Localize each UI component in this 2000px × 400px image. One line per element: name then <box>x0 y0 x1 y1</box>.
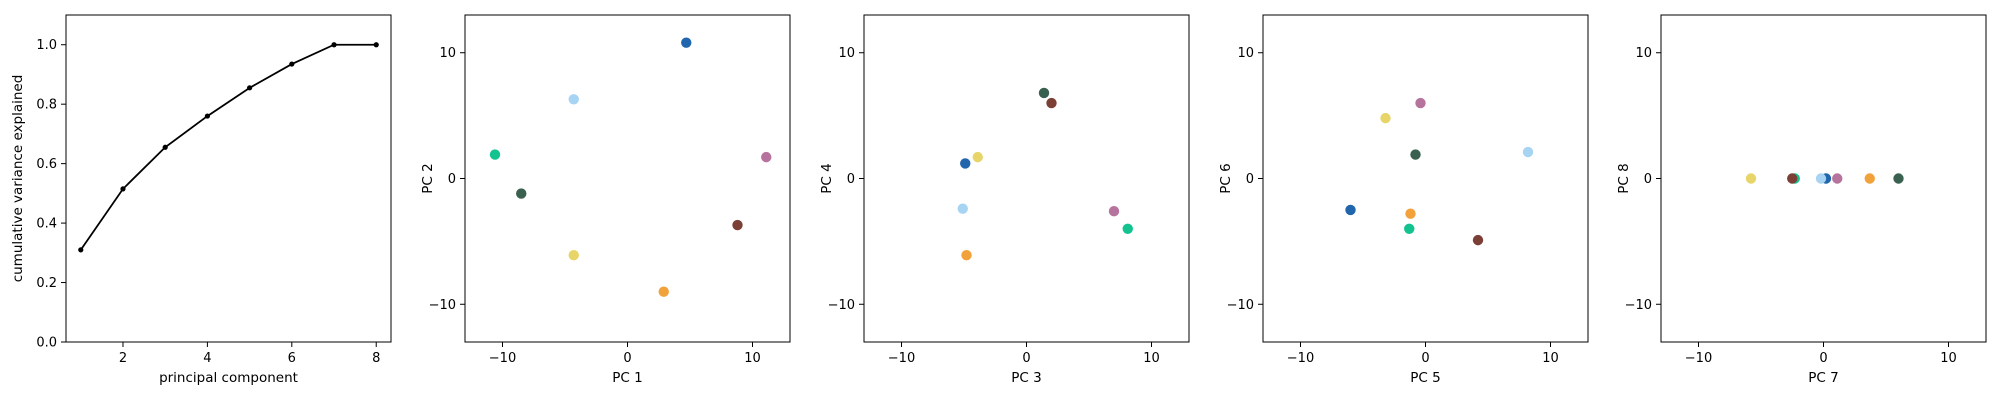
y-tick-label: 10 <box>1635 46 1652 61</box>
x-tick-label: −10 <box>489 351 516 366</box>
scatter-point <box>761 151 772 163</box>
scatter-point <box>1472 234 1484 246</box>
y-axis-label: PC 6 <box>1218 163 1234 193</box>
x-tick-label: 4 <box>203 351 211 366</box>
cumulative-variance-line <box>80 43 377 251</box>
scatter-point <box>1404 223 1415 235</box>
y-tick-label: 10 <box>439 46 456 61</box>
y-tick-label: −10 <box>1227 298 1254 313</box>
chart-panel-2: −10 0 10 −10 0 10 PC 1 PC 2 <box>420 14 791 386</box>
scatter-point <box>1415 97 1426 109</box>
x-tick-label: 0 <box>1421 351 1429 366</box>
scatter-point <box>489 149 501 160</box>
x-tick-label: 10 <box>1143 351 1160 366</box>
scatter-point <box>957 203 968 214</box>
x-tick-label: 0 <box>1022 351 1030 366</box>
scatter-point <box>1745 173 1757 184</box>
chart-panel-4: −10 0 10 −10 0 10 PC 5 PC 6 <box>1218 14 1589 386</box>
line-marker <box>204 113 210 119</box>
y-tick-label: 0.2 <box>36 276 57 291</box>
scatter-point <box>1380 112 1391 124</box>
x-tick-label: 10 <box>1940 351 1957 366</box>
y-axis-label: cumulative variance explained <box>10 75 26 283</box>
x-tick-label: 2 <box>119 351 127 366</box>
scatter-point <box>1122 223 1133 235</box>
y-tick-label: 0.6 <box>36 157 57 172</box>
scatter-point <box>658 286 669 297</box>
scatter-point <box>732 219 743 231</box>
scatter-point <box>960 158 971 169</box>
x-tick-label: 0 <box>623 351 631 366</box>
x-axis-label: PC 5 <box>1410 370 1440 386</box>
y-tick-label: −10 <box>429 298 456 313</box>
scatter-point <box>1405 208 1416 219</box>
scatter-point <box>516 188 527 199</box>
scatter-point <box>1787 173 1798 184</box>
x-axis-label: PC 1 <box>612 370 642 386</box>
y-tick-label: 0 <box>847 172 855 187</box>
chart-panel-3: −10 0 10 −10 0 10 PC 3 PC 4 <box>819 14 1190 386</box>
scatter-point <box>1893 173 1904 184</box>
x-tick-label: 8 <box>372 351 380 366</box>
scatter-point <box>1864 173 1875 184</box>
line-marker <box>373 42 379 48</box>
line-marker <box>162 144 168 150</box>
y-tick-label: 0.4 <box>36 217 57 232</box>
x-tick-label: 10 <box>1542 351 1559 366</box>
y-tick-label: 0 <box>1246 172 1254 187</box>
y-axis-label: PC 8 <box>1616 163 1632 193</box>
scatter-point <box>1832 173 1843 184</box>
y-tick-label: 0 <box>448 172 456 187</box>
x-tick-label: −10 <box>888 351 915 366</box>
y-tick-label: 10 <box>1237 46 1254 61</box>
x-axis-label: principal component <box>159 370 298 386</box>
y-tick-label: 0.0 <box>36 336 57 351</box>
x-tick-label: −10 <box>1685 351 1712 366</box>
scatter-point <box>961 250 972 261</box>
y-axis-label: PC 4 <box>819 163 835 193</box>
x-axis-label: PC 3 <box>1011 370 1041 386</box>
y-tick-label: 1.0 <box>36 38 57 53</box>
axes-frame <box>65 14 392 343</box>
line-marker <box>331 42 337 48</box>
x-tick-label: 6 <box>288 351 296 366</box>
line-marker <box>289 61 295 67</box>
scatter-point <box>1046 97 1057 109</box>
scatter-point <box>568 94 579 105</box>
scatter-point <box>1410 149 1421 160</box>
scatter-point <box>972 151 983 163</box>
y-tick-label: −10 <box>1625 298 1652 313</box>
y-tick-label: −10 <box>828 298 855 313</box>
line-marker <box>120 186 126 192</box>
chart-panel-1: 2 4 6 8 0.0 0.2 0.4 0.6 0.8 1.0 principal componen… <box>10 14 392 386</box>
scatter-point <box>1345 204 1356 216</box>
x-tick-label: −10 <box>1287 351 1314 366</box>
scatter-point <box>1038 87 1050 99</box>
line-marker <box>78 247 84 253</box>
y-tick-label: 10 <box>838 46 855 61</box>
x-tick-label: 10 <box>744 351 761 366</box>
y-tick-label: 0 <box>1644 172 1652 187</box>
chart-panel-5: −10 0 10 −10 0 10 PC 7 PC 8 <box>1616 14 1987 386</box>
y-axis-label: PC 2 <box>420 163 436 193</box>
x-tick-label: 0 <box>1819 351 1827 366</box>
scatter-point <box>1815 173 1827 184</box>
scatter-point <box>568 250 579 261</box>
x-axis-label: PC 7 <box>1808 370 1838 386</box>
line-marker <box>247 85 253 91</box>
scatter-point <box>681 37 692 48</box>
y-tick-label: 0.8 <box>36 98 57 113</box>
scatter-point <box>1522 146 1534 158</box>
scatter-point <box>1108 206 1120 217</box>
